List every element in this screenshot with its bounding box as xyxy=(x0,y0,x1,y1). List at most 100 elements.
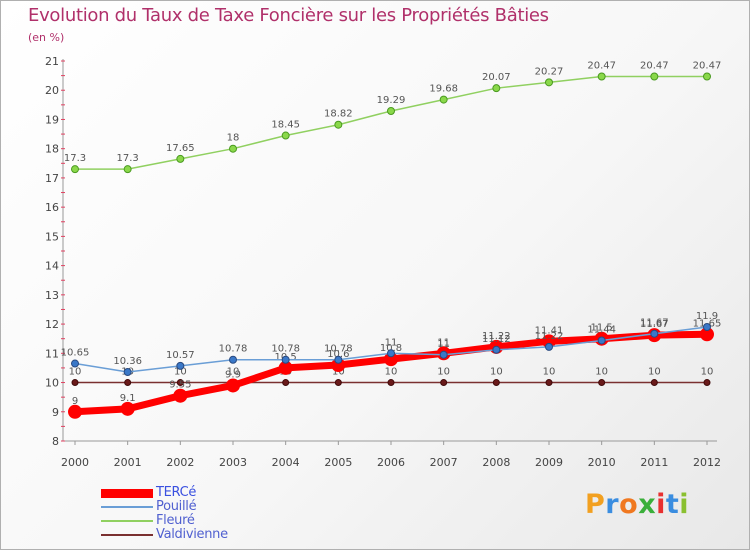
legend-label: TERCé xyxy=(156,485,197,500)
data-label: 10 xyxy=(69,367,82,378)
data-label: 19.29 xyxy=(377,95,406,106)
data-label: 11.67 xyxy=(640,318,669,329)
data-point xyxy=(334,120,343,129)
data-point xyxy=(440,379,448,387)
y-tick-label: 14 xyxy=(45,260,59,273)
data-point xyxy=(71,379,79,387)
data-label: 11.22 xyxy=(482,331,511,342)
data-label: 18.82 xyxy=(324,109,353,120)
y-tick-label: 8 xyxy=(52,435,59,448)
data-label: 10 xyxy=(437,367,450,378)
legend-label: Fleuré xyxy=(156,513,195,528)
y-tick-label: 12 xyxy=(45,318,59,331)
data-point xyxy=(387,349,395,358)
data-label: 10 xyxy=(543,367,556,378)
x-tick-label: 2004 xyxy=(272,456,300,469)
series-fleur: 17.3 17.3 17.65 18 18.45 18.82 19.29 19.68 20.07… xyxy=(64,60,721,174)
data-label: 11.5 xyxy=(591,323,613,334)
data-label: 18 xyxy=(227,133,240,144)
data-label: 11 xyxy=(385,337,398,348)
y-tick-label: 9 xyxy=(52,406,59,419)
data-point xyxy=(545,379,553,387)
data-label: 10.78 xyxy=(324,344,353,355)
x-tick-label: 2008 xyxy=(482,456,510,469)
data-label: 10 xyxy=(385,367,398,378)
data-point xyxy=(71,165,79,174)
data-label: 11.44 xyxy=(587,324,616,335)
data-point xyxy=(703,72,711,81)
data-label: 20.27 xyxy=(535,66,564,77)
y-tick-label: 17 xyxy=(45,172,59,185)
data-label: 10 xyxy=(595,367,608,378)
x-tick-label: 2011 xyxy=(640,456,668,469)
x-tick-label: 2001 xyxy=(114,456,142,469)
data-point xyxy=(334,379,342,387)
data-point xyxy=(598,379,606,387)
data-point xyxy=(173,388,188,403)
data-point xyxy=(439,95,448,104)
data-point xyxy=(120,401,135,416)
data-point xyxy=(229,355,237,364)
data-point xyxy=(282,379,290,387)
data-point xyxy=(229,144,237,153)
data-label: 20.07 xyxy=(482,72,511,83)
data-point xyxy=(492,379,500,387)
x-tick-label: 2007 xyxy=(430,456,458,469)
data-label: 9 xyxy=(72,396,78,407)
data-label: 11.67 xyxy=(640,319,669,330)
y-tick-label: 18 xyxy=(45,143,59,156)
data-label: 10.78 xyxy=(219,344,248,355)
data-label: 11.22 xyxy=(535,331,564,342)
data-label: 10 xyxy=(701,367,714,378)
data-point xyxy=(703,323,711,331)
data-label: 11 xyxy=(437,339,450,350)
data-point xyxy=(176,379,184,387)
series-valdivienne: 10101010101010101010101010 xyxy=(69,367,714,387)
data-point xyxy=(650,379,658,387)
data-label: 10 xyxy=(490,367,503,378)
data-point xyxy=(68,404,82,419)
y-tick-label: 10 xyxy=(45,377,59,390)
x-tick-label: 2006 xyxy=(377,456,405,469)
axes: 8 9 10 11 12 13 14 15 16 17 18 19 20 21 2000 2001 2002 20… xyxy=(45,55,721,469)
x-tick-label: 2003 xyxy=(219,456,247,469)
data-point xyxy=(492,84,501,93)
data-label: 10.6 xyxy=(327,349,349,360)
proxiti-logo: Proxiti xyxy=(585,489,690,520)
chart-title: Evolution du Taux de Taxe Foncière sur l… xyxy=(28,5,549,26)
data-label: 10 xyxy=(332,367,345,378)
data-point xyxy=(545,78,553,87)
series-line xyxy=(74,75,708,170)
x-tick-label: 2002 xyxy=(166,456,194,469)
data-point xyxy=(545,342,553,351)
legend-swatch xyxy=(101,488,153,498)
x-tick-label: 2009 xyxy=(535,456,563,469)
data-label: 19.68 xyxy=(429,84,458,95)
y-tick-label: 15 xyxy=(45,230,59,243)
legend-swatch xyxy=(101,520,153,522)
x-tick-label: 2005 xyxy=(324,456,352,469)
data-label: 17.65 xyxy=(166,143,195,154)
data-label: 11.9 xyxy=(696,311,718,322)
data-label: 17.3 xyxy=(64,153,86,164)
data-point xyxy=(492,345,501,354)
data-point xyxy=(597,336,606,345)
data-label: 20.47 xyxy=(587,60,616,71)
data-label: 17.3 xyxy=(117,153,139,164)
data-point xyxy=(650,72,659,81)
data-point xyxy=(597,72,606,81)
data-point xyxy=(650,329,659,338)
x-tick-label: 2000 xyxy=(61,456,89,469)
data-point xyxy=(703,379,711,387)
data-label: 10.78 xyxy=(271,344,300,355)
data-label: 9.9 xyxy=(225,369,241,380)
data-point xyxy=(334,355,343,364)
y-tick-label: 19 xyxy=(45,113,59,126)
y-tick-label: 16 xyxy=(45,201,59,214)
data-point xyxy=(176,361,185,370)
data-label: 18.45 xyxy=(271,120,300,131)
data-point xyxy=(124,379,132,387)
